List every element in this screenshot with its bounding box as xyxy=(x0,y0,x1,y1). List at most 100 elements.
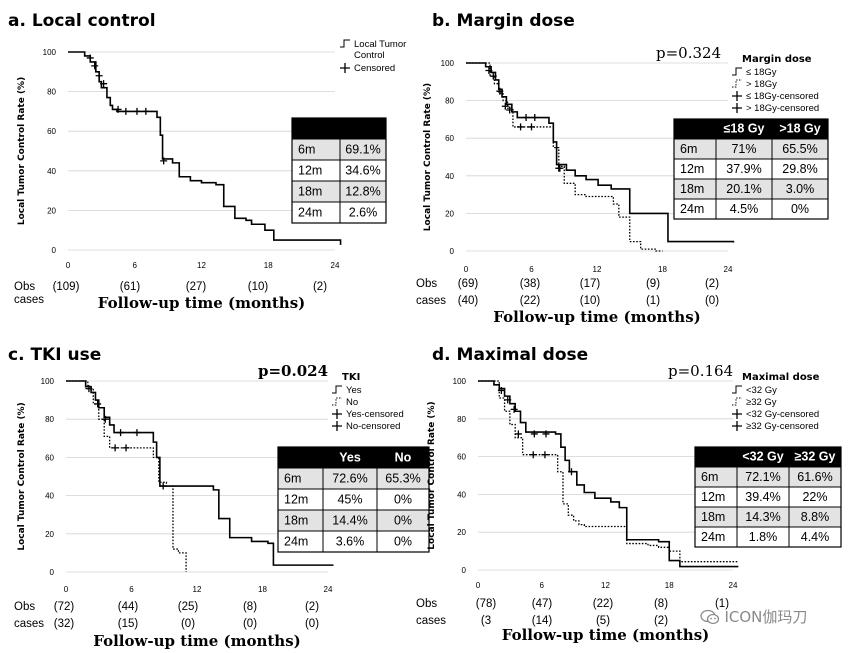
table-cell: 65.3% xyxy=(385,472,420,486)
y-axis-label: Local Tumor Control Rate (%) xyxy=(17,77,27,225)
obs-count: (0) xyxy=(181,618,195,630)
panel-title: c. TKI use xyxy=(8,345,101,365)
legend-swatch xyxy=(732,409,742,419)
legend-label: Censored xyxy=(354,63,395,74)
legend-label: ≤ 18Gy xyxy=(746,67,777,78)
obs-count: (2) xyxy=(305,601,319,613)
table-header-cell: Yes xyxy=(339,450,361,464)
obs-label: Obs xyxy=(416,598,437,610)
y-tick-label: 60 xyxy=(457,453,466,462)
x-tick-label: 12 xyxy=(193,585,202,594)
censor-mark xyxy=(556,164,564,172)
x-tick-label: 18 xyxy=(658,265,667,274)
censor-mark xyxy=(95,72,103,80)
table-cell: 20.1% xyxy=(726,182,761,196)
censor-mark xyxy=(542,430,550,438)
panel-title: b. Margin dose xyxy=(432,11,575,31)
survival-curve-1 xyxy=(466,62,735,243)
table-cell: 12m xyxy=(298,164,322,178)
obs-count: (22) xyxy=(520,295,541,307)
x-tick-label: 24 xyxy=(324,585,333,594)
y-tick-label: 40 xyxy=(457,490,466,499)
table-cell: 3.6% xyxy=(336,535,365,549)
table-cell: 0% xyxy=(394,514,412,528)
obs-count: (2) xyxy=(705,278,719,290)
legend-swatch xyxy=(332,397,342,406)
legend-title: TKI xyxy=(342,372,360,383)
cases-label: cases xyxy=(416,295,446,307)
table-cell: 71% xyxy=(731,142,756,156)
censor-mark xyxy=(485,67,493,75)
censor-mark xyxy=(504,396,512,404)
table-header-row xyxy=(695,447,841,467)
obs-count: (109) xyxy=(53,281,80,293)
legend-swatch xyxy=(340,39,350,48)
censor-mark xyxy=(506,106,514,114)
legend-swatch xyxy=(732,397,742,406)
table-cell: 6m xyxy=(298,143,315,157)
censor-mark xyxy=(510,405,518,413)
obs-count: (47) xyxy=(532,598,553,610)
survival-curve-2 xyxy=(66,380,187,572)
obs-count: (15) xyxy=(118,618,139,630)
table-cell: 12m xyxy=(680,162,704,176)
table-border xyxy=(291,117,387,224)
table-cell: 0% xyxy=(791,202,809,216)
obs-count: (2) xyxy=(654,615,668,627)
obs-count: (72) xyxy=(54,601,75,613)
obs-count: (14) xyxy=(532,615,553,627)
x-tick-label: 24 xyxy=(331,261,340,270)
table-cell: 72.6% xyxy=(332,472,367,486)
table-cell: 39.4% xyxy=(745,490,780,504)
obs-count: (0) xyxy=(243,618,257,630)
table-border xyxy=(694,446,842,548)
censor-mark xyxy=(541,451,549,459)
panel-title: d. Maximal dose xyxy=(432,345,588,365)
panel-a: a. Local control 0 20 40 60 80 100 0 6 12 18 24 Loca… xyxy=(8,11,406,312)
censor-mark xyxy=(528,123,535,131)
obs-count: (25) xyxy=(178,601,199,613)
y-tick-label: 60 xyxy=(47,127,56,136)
survival-curve-2 xyxy=(466,62,663,252)
x-tick-label: 0 xyxy=(476,581,481,590)
y-tick-label: 80 xyxy=(45,415,54,424)
legend-swatch xyxy=(732,385,742,394)
legend-swatch xyxy=(732,67,742,76)
summary-table: ≤18 Gy >18 Gy 6m 71% 65.5% 12m 37.9% 29.8% 18m 20… xyxy=(673,118,829,220)
y-tick-label: 0 xyxy=(50,568,55,577)
obs-count: (10) xyxy=(248,281,269,293)
x-tick-label: 0 xyxy=(464,265,469,274)
legend-label-line: Control xyxy=(354,50,385,61)
censor-mark xyxy=(159,482,167,490)
legend-label: No-censored xyxy=(346,421,400,432)
legend-label: Yes-censored xyxy=(346,409,404,420)
y-tick-label: 80 xyxy=(457,415,466,424)
p-value: p=0.164 xyxy=(668,362,733,380)
table-cell: 0% xyxy=(394,493,412,507)
table-cell: 2.6% xyxy=(349,206,378,220)
survival-curve-1 xyxy=(68,51,342,245)
summary-table: 6m 69.1% 12m 34.6% 18m 12.8% 24m 2.6% xyxy=(291,117,387,224)
censor-mark xyxy=(142,107,150,115)
cases-label: cases xyxy=(416,615,446,627)
legend-swatch xyxy=(732,421,742,431)
y-tick-label: 20 xyxy=(45,530,54,539)
obs-count: (8) xyxy=(654,598,668,610)
table-border xyxy=(277,446,430,553)
x-axis-label: Follow-up time (months) xyxy=(98,294,306,312)
table-header-cell: ≤18 Gy xyxy=(724,122,765,136)
x-tick-label: 24 xyxy=(729,581,738,590)
table-cell: 18m xyxy=(298,185,322,199)
table-header-row xyxy=(278,447,429,468)
obs-count: (17) xyxy=(580,278,601,290)
obs-count: (1) xyxy=(715,598,729,610)
table-cell: 18m xyxy=(284,514,308,528)
y-tick-label: 20 xyxy=(47,206,56,215)
table-cell: 6m xyxy=(284,472,301,486)
table-header-cell: ≥32 Gy xyxy=(795,450,836,464)
censor-mark xyxy=(91,62,99,70)
table-cell: 34.6% xyxy=(345,164,380,178)
x-tick-label: 24 xyxy=(724,265,733,274)
table-cell: 1.8% xyxy=(749,530,778,544)
table-cell: 6m xyxy=(701,470,718,484)
